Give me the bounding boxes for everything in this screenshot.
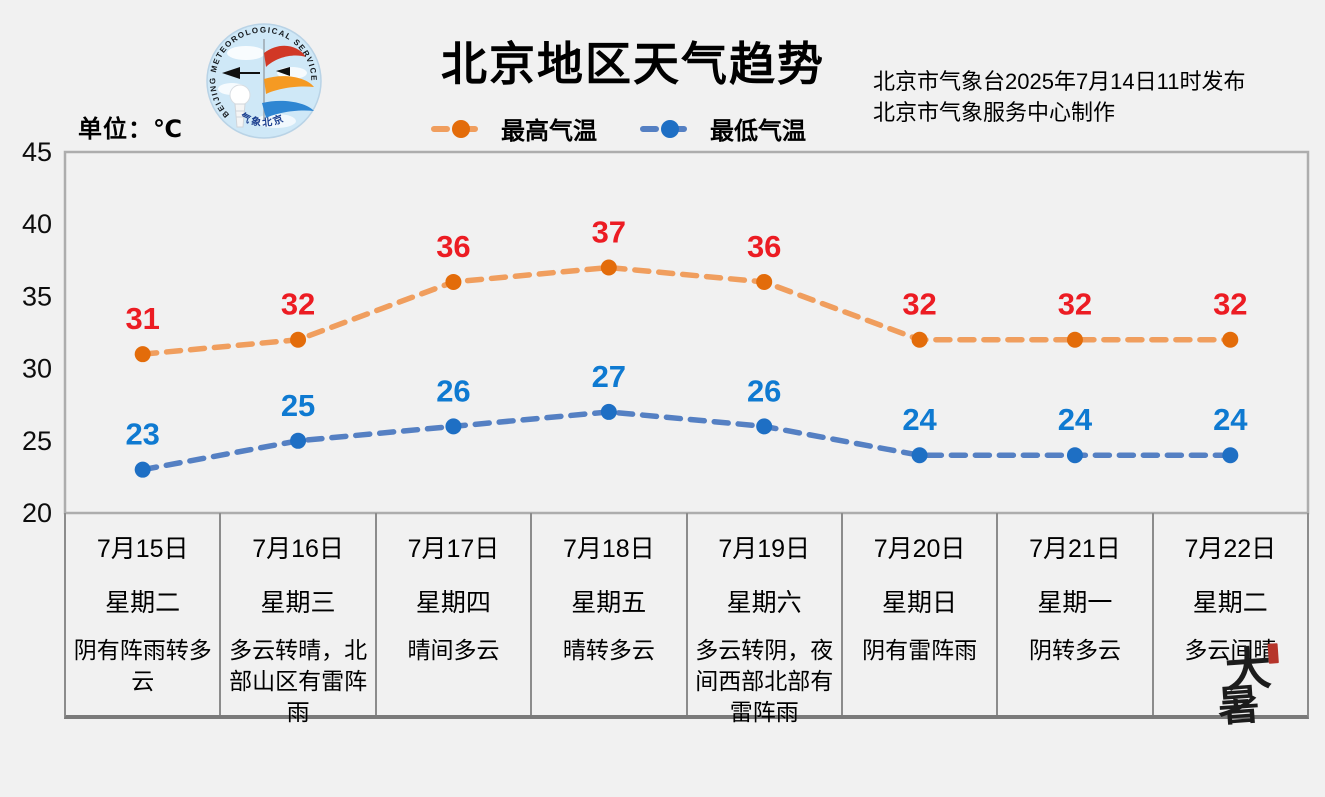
- forecast-day-cell: 7月17日星期四晴间多云: [377, 513, 533, 715]
- forecast-day-cell: 7月18日星期五晴转多云: [532, 513, 688, 715]
- forecast-table: 7月15日 星期二 阴有阵雨转多云 7月16日 星期三 多云转晴，北部山区有雷阵雨 7月17…: [64, 513, 1309, 725]
- max-temp-point: [600, 259, 617, 276]
- max-temp-label: 31: [125, 301, 159, 336]
- max-temp-point: [134, 346, 151, 363]
- forecast-date: 7月19日: [718, 535, 811, 563]
- solar-term-red-seal: [1267, 643, 1279, 664]
- legend-label-max: 最高气温: [501, 118, 597, 145]
- chart-legend: 最高气温 最低气温: [430, 111, 806, 146]
- y-axis-tick-label: 20: [22, 498, 52, 528]
- max-temp-point: [445, 273, 462, 290]
- min-temp-point: [290, 432, 307, 449]
- min-temp-point: [1222, 447, 1239, 464]
- forecast-weekday: 星期二: [105, 589, 181, 617]
- min-temp-label: 26: [436, 373, 470, 408]
- min-temp-point: [445, 418, 462, 435]
- forecast-weekday: 星期六: [726, 589, 802, 617]
- forecast-date: 7月22日: [1184, 535, 1277, 563]
- forecast-weather: 多云间晴: [1184, 637, 1277, 663]
- max-temp-point: [1222, 331, 1239, 348]
- min-temp-label: 23: [125, 417, 159, 452]
- logo-orange-ribbon: [264, 76, 314, 94]
- forecast-day-cell: 7月20日星期日阴有雷阵雨: [843, 513, 999, 715]
- min-temp-point: [756, 418, 773, 435]
- page-title: 北京地区天气趋势: [441, 38, 825, 90]
- forecast-day-cell: 7月16日星期三多云转晴，北部山区有雷阵雨: [221, 513, 377, 725]
- logo-arrow: [222, 67, 240, 79]
- release-info: 北京市气象台2025年7月14日11时发布 北京市气象服务中心制作: [873, 66, 1246, 128]
- forecast-day-cell: 7月19日星期六多云转阴，夜间西部北部有雷阵雨: [688, 513, 843, 725]
- forecast-weather: 多云转阴，夜间西部北部有雷阵雨: [695, 637, 834, 725]
- forecast-day-cell: 7月21日星期一阴转多云: [998, 513, 1154, 715]
- forecast-weekday: 星期三: [260, 589, 336, 617]
- logo-blue-ribbon: [262, 100, 314, 118]
- release-line1: 北京市气象台2025年7月14日11时发布: [873, 69, 1246, 94]
- max-temp-label: 36: [436, 229, 470, 264]
- forecast-weather: 晴转多云: [562, 637, 655, 663]
- min-temp-point: [134, 461, 151, 478]
- forecast-date: 7月15日: [96, 535, 189, 563]
- max-temp-point: [1066, 331, 1083, 348]
- plot-border: [63, 150, 1310, 515]
- forecast-date: 7月21日: [1029, 535, 1121, 563]
- unit-label: 单位：℃: [78, 116, 184, 143]
- forecast-weather: 晴间多云: [407, 637, 500, 663]
- forecast-weekday: 星期五: [571, 589, 647, 617]
- forecast-day-cell: 7月22日星期二多云间晴: [1154, 513, 1307, 715]
- min-temp-label: 27: [592, 359, 626, 394]
- min-temp-point: [1066, 447, 1083, 464]
- forecast-date: 7月18日: [562, 535, 655, 563]
- max-temp-label: 32: [281, 287, 315, 322]
- forecast-date: 7月16日: [252, 535, 344, 563]
- min-temp-label: 24: [1058, 402, 1093, 437]
- beijing-meteorological-service-logo: BEIJING METEOROLOGICAL SERVICE 气象北京: [206, 23, 322, 139]
- min-temp-line: [139, 409, 1234, 473]
- logo-red-ribbon: [264, 45, 306, 67]
- forecast-day-cell: 7月15日星期二阴有阵雨转多云: [66, 513, 222, 715]
- min-temp-label: 24: [902, 402, 937, 437]
- max-temp-label: 36: [747, 229, 781, 264]
- y-axis-tick-label: 25: [22, 426, 52, 456]
- y-axis-tick-label: 30: [22, 354, 52, 384]
- y-axis-tick-label: 45: [22, 137, 52, 167]
- forecast-weather: 多云转晴，北部山区有雷阵雨: [229, 637, 368, 725]
- max-temp-label: 32: [1213, 287, 1247, 322]
- logo-radar-tower: [234, 103, 246, 128]
- forecast-weather: 阴有雷阵雨: [862, 637, 978, 663]
- logo-cloud: [227, 46, 265, 60]
- logo-arrow: [276, 67, 290, 76]
- legend-item-max: 最高气温: [430, 111, 597, 146]
- forecast-weather: 阴转多云: [1028, 637, 1121, 663]
- min-temp-point: [600, 403, 617, 420]
- legend-max-marker-icon: [431, 119, 491, 138]
- legend-item-min: 最低气温: [639, 111, 806, 146]
- max-temp-point: [756, 273, 773, 290]
- solar-term-char2: 暑: [1216, 679, 1262, 732]
- max-temp-line: [139, 264, 1234, 357]
- forecast-date: 7月20日: [873, 535, 966, 563]
- forecast-weekday: 星期四: [415, 589, 491, 617]
- forecast-weekday: 星期一: [1037, 589, 1113, 617]
- y-axis-tick-label: 40: [22, 209, 52, 239]
- max-temp-label: 32: [1058, 287, 1092, 322]
- legend-label-min: 最低气温: [710, 118, 806, 145]
- min-temp-label: 24: [1213, 402, 1248, 437]
- legend-min-marker-icon: [640, 119, 700, 138]
- forecast-weekday: 星期日: [882, 589, 958, 617]
- min-temp-point: [911, 447, 928, 464]
- forecast-weekday: 星期二: [1192, 589, 1268, 617]
- release-line2: 北京市气象服务中心制作: [873, 100, 1116, 125]
- max-temp-point: [290, 331, 307, 348]
- max-temp-label: 32: [902, 287, 936, 322]
- solar-term-dashu: 大 暑: [1203, 638, 1300, 731]
- forecast-date: 7月17日: [407, 535, 500, 563]
- max-temp-label: 37: [592, 215, 626, 250]
- forecast-weather: 阴有阵雨转多云: [73, 637, 212, 694]
- min-temp-label: 26: [747, 373, 781, 408]
- y-axis-tick-label: 35: [22, 281, 52, 311]
- min-temp-label: 25: [281, 388, 315, 423]
- max-temp-point: [911, 331, 928, 348]
